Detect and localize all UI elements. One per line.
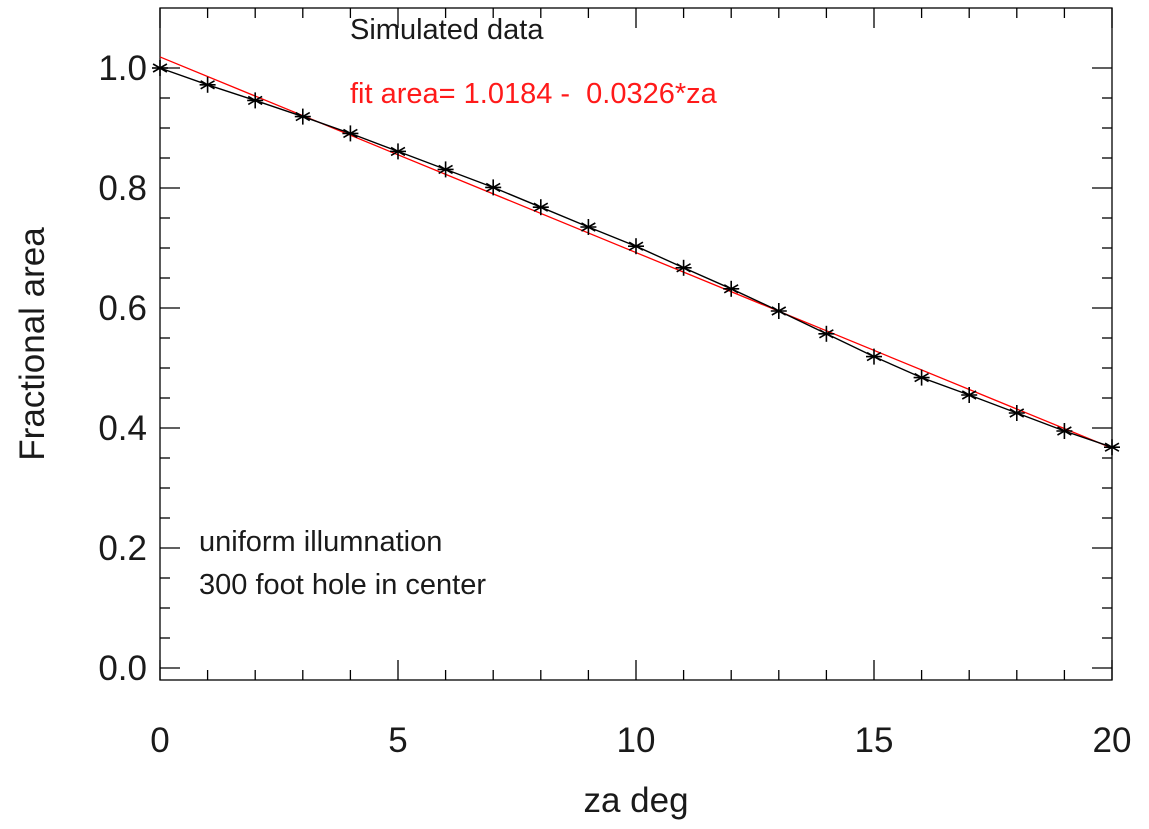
y-tick-label: 0.6 [98, 289, 147, 328]
annotation-title: Simulated data [350, 14, 544, 46]
data-point [1056, 423, 1073, 439]
data-point [770, 303, 787, 319]
data-point [723, 280, 740, 297]
data-point [818, 325, 835, 342]
x-tick-label: 5 [388, 721, 407, 760]
data-point [437, 161, 454, 178]
data-point [247, 92, 264, 109]
y-tick-label: 0.0 [98, 649, 147, 688]
data-point [532, 199, 549, 216]
data-point [390, 143, 406, 160]
x-axis-label: za deg [583, 781, 688, 820]
data-point [628, 238, 644, 255]
data-point [152, 60, 168, 76]
data-point [866, 348, 882, 365]
annotation-fit: fit area= 1.0184 - 0.0326*za [350, 78, 718, 110]
data-point [342, 125, 359, 142]
data-point [1104, 439, 1120, 456]
data-point [199, 76, 216, 93]
data-point [580, 219, 597, 235]
y-tick-labels: 0.0 0.2 0.4 0.6 0.8 1.0 [98, 49, 147, 688]
y-tick-label: 0.8 [98, 169, 147, 208]
y-tick-label: 0.4 [98, 409, 147, 448]
data-point [1008, 405, 1025, 421]
x-tick-label: 10 [617, 721, 656, 760]
x-tick-label: 15 [855, 721, 894, 760]
series-layer [152, 56, 1120, 456]
x-tick-label: 0 [150, 721, 169, 760]
data-point [961, 387, 978, 403]
y-tick-label: 0.2 [98, 529, 147, 568]
x-tick-labels: 0 5 10 15 20 [150, 721, 1131, 760]
annotation-illumination: uniform illumnation [199, 526, 442, 558]
y-tick-label: 1.0 [98, 49, 147, 88]
data-point [913, 369, 930, 386]
y-axis-label: Fractional area [13, 227, 52, 461]
data-point [294, 108, 311, 125]
data-point [485, 179, 502, 196]
annotation-hole: 300 foot hole in center [199, 569, 486, 601]
x-tick-label: 20 [1093, 721, 1132, 760]
data-point [675, 259, 692, 276]
